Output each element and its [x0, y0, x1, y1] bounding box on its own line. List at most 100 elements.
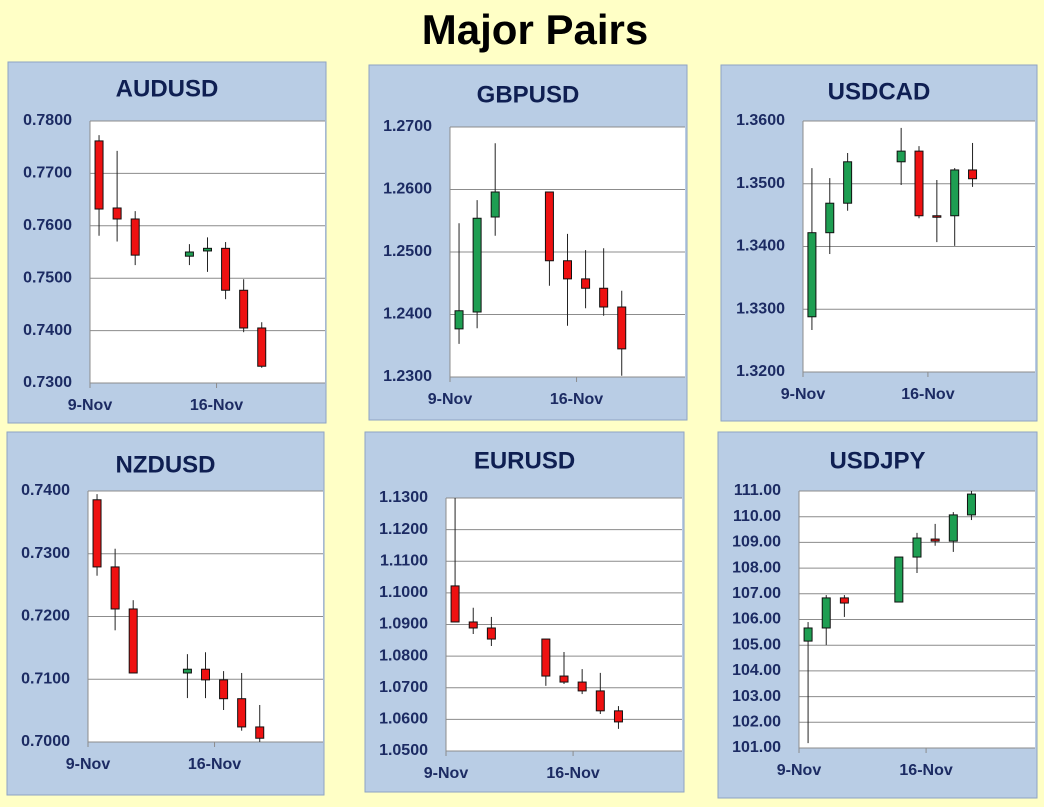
chart-panel: USDCAD 1.3200 1.3300 1.3400 1.3500 1.3600 9-No… [720, 64, 1038, 422]
y-tick-label: 0.7400 [23, 322, 72, 339]
y-tick-label: 1.1300 [379, 489, 428, 506]
y-tick-label: 1.3500 [736, 175, 785, 192]
x-tick-label: 9-Nov [424, 765, 469, 782]
candle-body [255, 726, 265, 739]
candle-body [613, 710, 623, 723]
y-tick-label: 0.7700 [23, 165, 72, 182]
candle-body [221, 247, 231, 291]
candle-body [839, 597, 849, 604]
chart-panel: GBPUSD 1.2300 1.2400 1.2500 1.2600 1.2700 9-No… [368, 64, 688, 421]
y-tick-label: 1.2600 [383, 181, 432, 198]
candle-body [577, 681, 587, 692]
candle-body [807, 232, 817, 318]
chart-title: GBPUSD [477, 81, 580, 108]
candle-body [948, 514, 958, 542]
chart-panel: AUDUSD 0.7300 0.7400 0.7500 0.7600 0.7700 0.78… [7, 61, 327, 424]
x-tick-label: 16-Nov [901, 386, 954, 403]
candle-body [930, 538, 940, 542]
y-tick-label: 0.7500 [23, 269, 72, 286]
candle-body [617, 306, 627, 350]
candle-body [239, 289, 249, 329]
x-tick-label: 16-Nov [899, 762, 952, 779]
candle-body [932, 215, 942, 218]
y-tick-label: 1.1100 [380, 552, 428, 569]
candle-body [968, 169, 978, 180]
y-tick-label: 1.1200 [379, 521, 428, 538]
y-tick-label: 0.7300 [21, 545, 70, 562]
x-tick-label: 9-Nov [781, 386, 826, 403]
chart-title: NZDUSD [116, 451, 216, 478]
y-tick-label: 0.7300 [23, 374, 72, 391]
y-tick-label: 1.0900 [379, 616, 428, 633]
candle-body [595, 690, 605, 712]
candle-body [112, 207, 122, 220]
y-tick-label: 1.2300 [383, 368, 432, 385]
candle-body [843, 161, 853, 204]
y-tick-label: 1.3300 [736, 300, 785, 317]
candle-body [184, 251, 194, 257]
candle-body [110, 566, 120, 610]
y-tick-label: 1.2700 [383, 118, 432, 135]
chart-title: EURUSD [474, 447, 575, 474]
y-tick-label: 111.00 [734, 482, 781, 499]
candle-body [94, 140, 104, 210]
y-tick-label: 109.00 [732, 534, 781, 551]
candle-body [128, 608, 138, 674]
y-tick-label: 0.7600 [23, 217, 72, 234]
candle-body [92, 499, 102, 568]
y-tick-label: 1.0600 [379, 711, 428, 728]
candle-body [950, 169, 960, 217]
y-tick-label: 103.00 [732, 688, 781, 705]
y-tick-label: 0.7100 [21, 670, 70, 687]
y-tick-label: 0.7800 [23, 112, 72, 129]
candle-body [581, 278, 591, 289]
chart-panel: EURUSD 1.0500 1.0600 1.0700 1.0800 1.0900 1.10… [364, 431, 685, 793]
y-tick-label: 0.7000 [21, 733, 70, 750]
candle-body [544, 191, 554, 262]
y-tick-label: 104.00 [732, 662, 781, 679]
candle-body [912, 537, 922, 558]
x-tick-label: 9-Nov [777, 762, 822, 779]
y-tick-label: 1.1000 [379, 584, 428, 601]
x-tick-label: 16-Nov [190, 397, 243, 414]
candle-body [803, 627, 813, 642]
y-tick-label: 1.0700 [379, 679, 428, 696]
x-tick-label: 16-Nov [546, 765, 599, 782]
candle-body [201, 668, 210, 681]
x-tick-label: 9-Nov [68, 397, 113, 414]
y-tick-label: 1.3600 [736, 112, 785, 129]
y-tick-label: 1.2400 [383, 306, 432, 323]
candle-body [599, 287, 609, 308]
x-tick-label: 16-Nov [550, 391, 603, 408]
candle-body [257, 327, 267, 367]
chart-title: USDJPY [829, 447, 925, 474]
y-tick-label: 1.2500 [383, 243, 432, 260]
x-tick-label: 9-Nov [66, 756, 111, 773]
candle-body [825, 202, 835, 234]
y-tick-label: 107.00 [732, 585, 781, 602]
y-tick-label: 1.3400 [736, 238, 785, 255]
candle-body [130, 218, 140, 256]
y-tick-label: 1.0800 [379, 647, 428, 664]
page-title: Major Pairs [422, 6, 648, 53]
candle-body [486, 627, 496, 640]
chart-panel: USDJPY 101.00 102.00 103.00 104.00 105.00 106.… [717, 431, 1038, 799]
y-tick-label: 1.0500 [379, 742, 428, 759]
candle-body [563, 260, 572, 280]
y-tick-label: 105.00 [732, 636, 781, 653]
y-tick-label: 0.7200 [21, 608, 70, 625]
candle-body [821, 597, 831, 629]
y-tick-label: 108.00 [732, 559, 781, 576]
y-tick-label: 101.00 [732, 739, 781, 756]
candle-body [219, 679, 229, 700]
y-tick-label: 106.00 [732, 611, 781, 628]
y-tick-label: 0.7400 [21, 482, 70, 499]
candle-body [914, 150, 924, 217]
chart-panel: NZDUSD 0.7000 0.7100 0.7200 0.7300 0.7400 9-No… [6, 431, 325, 796]
chart-title: USDCAD [828, 78, 931, 105]
candle-body [541, 638, 551, 677]
candle-body [559, 675, 569, 683]
y-tick-label: 110.00 [733, 508, 781, 525]
